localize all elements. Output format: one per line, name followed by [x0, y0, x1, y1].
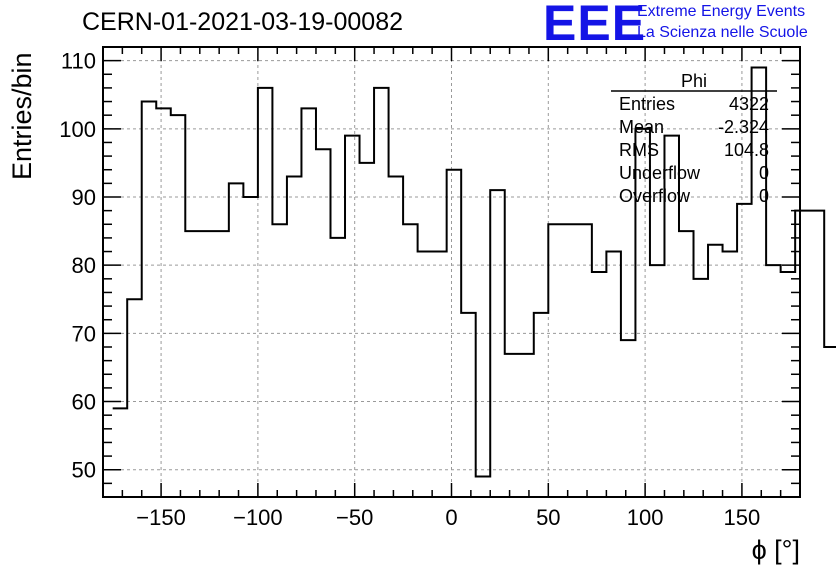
x-tick-label: 100: [627, 505, 664, 530]
y-axis-ticks: 50 60 70 80 90 100 110: [59, 46, 800, 485]
stats-row-label: Mean: [619, 117, 664, 137]
x-axis-ticks: −150 −100 −50 0 50 100 150: [102, 47, 801, 530]
y-tick-label: 80: [72, 253, 96, 278]
stats-row-value: 4322: [729, 94, 769, 114]
x-axis-label: ϕ [°]: [752, 535, 800, 565]
x-tick-label: −150: [136, 505, 186, 530]
x-tick-label: −100: [233, 505, 283, 530]
stats-row-value: 0: [759, 163, 769, 183]
stats-row-label: Overflow: [619, 186, 691, 206]
y-tick-label: 110: [61, 49, 96, 74]
y-tick-label: 70: [72, 321, 96, 346]
y-axis-label: Entries/bin: [7, 52, 37, 180]
stats-row-label: Underflow: [619, 163, 701, 183]
stats-row-value: 0: [759, 186, 769, 206]
y-tick-label: 90: [72, 185, 96, 210]
stats-row-label: RMS: [619, 140, 659, 160]
stats-row-label: Entries: [619, 94, 675, 114]
y-tick-label: 100: [59, 117, 96, 142]
x-tick-label: 0: [445, 505, 457, 530]
histogram-step-line: [112, 66, 836, 478]
org-name-line2: La Scienza nelle Scuole: [637, 24, 808, 41]
eee-logo: EEE: [543, 0, 647, 51]
org-name-line1: Extreme Energy Events: [637, 3, 806, 20]
stats-row-value: -2.324: [718, 117, 769, 137]
x-tick-label: 50: [536, 505, 560, 530]
chart-title: CERN-01-2021-03-19-00082: [82, 8, 404, 36]
x-tick-label: 150: [724, 505, 761, 530]
stats-row-value: 104.8: [724, 140, 769, 160]
stats-box: Phi Entries 4322 Mean -2.324 RMS 104.8 Underfl…: [611, 71, 777, 206]
y-tick-label: 50: [72, 458, 96, 483]
x-tick-label: −50: [336, 505, 373, 530]
stats-box-title: Phi: [681, 71, 707, 91]
grid-lines: [103, 47, 800, 497]
y-tick-label: 60: [72, 390, 96, 415]
